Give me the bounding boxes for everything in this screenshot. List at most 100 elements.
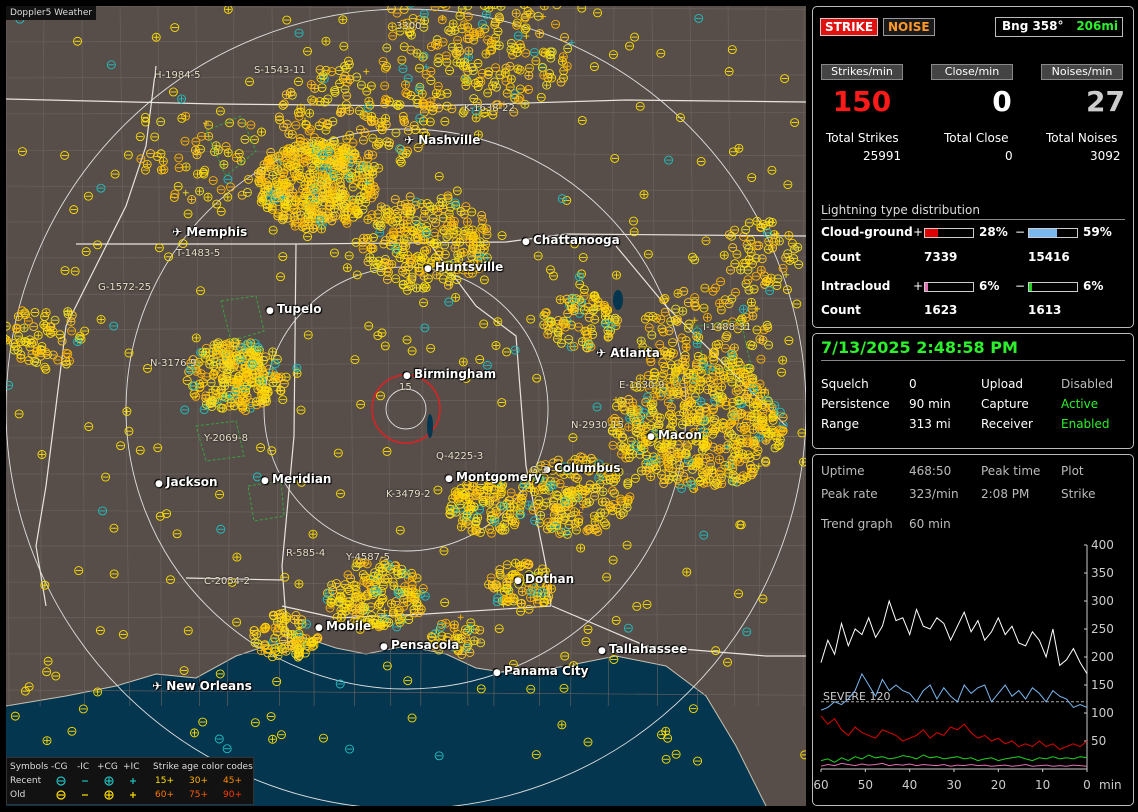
storm-cell-label[interactable]: Q-4225-3 (436, 451, 483, 462)
city-dot-icon: ● (598, 646, 609, 656)
city-panama-city: ● Panama City (493, 664, 588, 678)
trend-series-line (820, 672, 1088, 711)
city-name: Montgomery (456, 470, 542, 484)
noises-per-min-value: 27 (1041, 85, 1125, 118)
city-memphis: ✈ Memphis (172, 225, 247, 239)
total-strikes-value: 25991 (863, 149, 901, 163)
x-tick-label: 30 (946, 778, 961, 792)
city-dot-icon: ● (315, 623, 326, 633)
tab-close-per-min[interactable]: Close/min (931, 64, 1013, 80)
x-tick-label: 60 (813, 778, 828, 792)
y-tick-label: 250 (1091, 622, 1114, 636)
x-tick-label: 50 (858, 778, 873, 792)
legend-age-60: 60+ (155, 790, 174, 800)
city-name: Meridian (272, 472, 331, 486)
range-ring (385, 388, 427, 430)
strike-indicator[interactable]: STRIKE (820, 18, 879, 36)
storm-cell-label[interactable]: N-3176-9 (150, 358, 197, 369)
city-name: Huntsville (435, 260, 503, 274)
storm-cell-label[interactable]: Y-2069-8 (204, 433, 248, 444)
ic-plus-sign: + (913, 279, 923, 293)
legend-neg-cg: -CG (51, 762, 68, 772)
storm-cell-label[interactable]: Y-4587-5 (346, 552, 390, 563)
y-tick-label: 150 (1091, 678, 1114, 692)
trend-series-line (820, 762, 1088, 767)
legend-age-75: 75+ (189, 790, 208, 800)
cg-negative-bar (1028, 228, 1078, 238)
ic-negative-fill (1029, 283, 1032, 291)
current-datetime: 7/13/2025 2:48:58 PM (821, 338, 1018, 357)
storm-cell-label[interactable]: G-1572-25 (98, 282, 151, 293)
city-name: Birmingham (414, 367, 496, 381)
city-huntsville: ● Huntsville (424, 260, 503, 274)
city-meridian: ● Meridian (261, 472, 331, 486)
city-dot-icon: ● (261, 476, 272, 486)
ic-negative-count: 1613 (1028, 303, 1061, 317)
city-mobile: ● Mobile (315, 619, 371, 633)
storm-cell-label[interactable]: T-1483-5 (176, 248, 220, 259)
y-tick-label: 50 (1091, 734, 1106, 748)
uptime-value: 468:50 (909, 464, 951, 478)
city-pensacola: ● Pensacola (380, 638, 459, 652)
x-axis-unit: min (1099, 778, 1122, 792)
city-chattanooga: ● Chattanooga (522, 233, 620, 247)
storm-cell-label[interactable]: N-2930-15 (571, 420, 624, 431)
receiver-value: Enabled (1061, 417, 1110, 431)
city-dot-icon: ● (424, 264, 435, 274)
storm-cell-label[interactable]: E-1630-9 (619, 380, 664, 391)
storm-cell-label[interactable]: 3300 (396, 21, 421, 32)
trend-panel: Uptime 468:50 Peak time Plot Peak rate 3… (812, 454, 1134, 806)
cg-negative-percent: 59% (1083, 225, 1112, 239)
strike-markers (6, 6, 806, 771)
airport-icon: ✈ (404, 133, 418, 147)
peak-time-value: 2:08 PM (981, 487, 1029, 501)
city-dot-icon: ● (380, 642, 391, 652)
divider (821, 219, 1125, 220)
ic-negative-percent: 6% (1083, 279, 1103, 293)
city-macon: ● Macon (647, 428, 702, 442)
legend-symbol-icons (56, 776, 136, 800)
storm-cell-label[interactable]: S-1543-11 (254, 65, 306, 76)
storm-cell-label[interactable]: C-2054-2 (204, 576, 250, 587)
storm-cell-label[interactable]: R-585-4 (286, 548, 325, 559)
lake (613, 290, 623, 310)
persistence-label: Persistence (821, 397, 890, 411)
peak-time-label: Peak time (981, 464, 1040, 478)
city-name: Pensacola (391, 638, 459, 652)
storm-cell-label[interactable]: K-3479-2 (386, 489, 431, 500)
upload-value: Disabled (1061, 377, 1113, 391)
ic-positive-percent: 6% (979, 279, 999, 293)
cg-negative-fill (1029, 229, 1058, 237)
tab-noises-per-min[interactable]: Noises/min (1041, 64, 1123, 80)
ic-positive-fill (925, 283, 928, 291)
storm-cell-label[interactable]: G-3 (530, 465, 548, 476)
city-nashville: ✈ Nashville (404, 133, 480, 147)
cg-minus-sign: − (1015, 225, 1025, 239)
city-name: Tallahassee (609, 642, 687, 656)
range-value: 313 mi (909, 417, 951, 431)
total-noises-value: 3092 (1090, 149, 1121, 163)
lightning-map[interactable]: ✈ Nashville ✈ Memphis ● Chattanooga ● Hunts… (6, 6, 806, 806)
settings-panel: 7/13/2025 2:48:58 PM Squelch 0 Upload Di… (812, 333, 1134, 449)
legend-pos-cg: +CG (97, 762, 118, 772)
storm-cell-label[interactable]: I-1488-31 (703, 322, 751, 333)
y-tick-label: 100 (1091, 706, 1114, 720)
city-new-orleans: ✈ New Orleans (152, 679, 252, 693)
city-birmingham: ● Birmingham (403, 367, 496, 381)
trend-series-line (820, 754, 1088, 763)
ic-positive-count: 1623 (924, 303, 957, 317)
legend-age-title: Strike age color codes (153, 762, 253, 772)
total-strikes-label: Total Strikes (826, 131, 899, 145)
storm-cell-label[interactable]: K-1638-22 (464, 103, 515, 114)
close-range-ring (371, 374, 441, 444)
noise-indicator[interactable]: NOISE (883, 18, 935, 36)
storm-cell-label[interactable]: H-1984-5 (154, 70, 201, 81)
city-tallahassee: ● Tallahassee (598, 642, 687, 656)
plot-label: Plot (1061, 464, 1084, 478)
bearing-value: Bng 358° (1002, 19, 1064, 33)
capture-label: Capture (981, 397, 1029, 411)
tab-strikes-per-min[interactable]: Strikes/min (821, 64, 903, 80)
city-name: Memphis (186, 225, 247, 239)
total-close-value: 0 (1005, 149, 1013, 163)
